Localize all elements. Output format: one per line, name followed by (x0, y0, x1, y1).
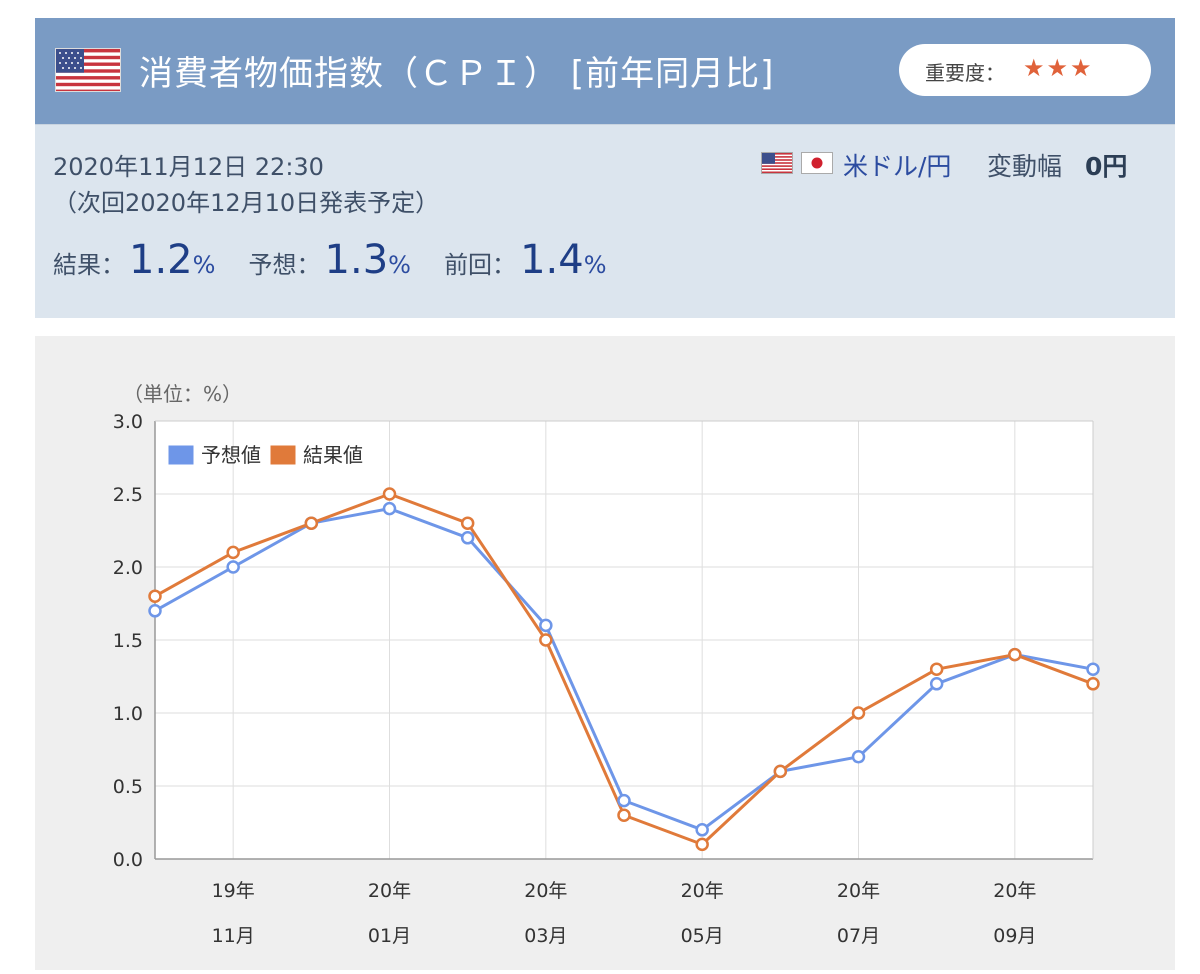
legend-swatch (269, 444, 297, 466)
data-point (695, 837, 709, 852)
data-point (1086, 662, 1100, 676)
cpi-line-chart: 0.0 0.5 1.0 1.5 2.0 2.5 3.0 19年 11月 20年 01月 20年 03月 2… (113, 382, 1100, 947)
release-datetime: 2020年11月12日 22:30 (53, 153, 324, 181)
data-point (929, 677, 944, 691)
data-point (851, 750, 866, 764)
legend-label: 予想値 (201, 443, 261, 467)
importance-label: 重要度： (925, 61, 1005, 85)
y-tick-label: 3.0 (113, 411, 143, 433)
result-stat: 結果： 1.2% (53, 237, 215, 283)
range-value: 0円 (1085, 152, 1128, 181)
y-tick-label: 1.5 (113, 630, 143, 652)
data-point (460, 516, 475, 530)
data-point (382, 487, 397, 501)
data-point (695, 823, 709, 837)
x-tick-year: 20年 (993, 880, 1036, 902)
importance-stars: ★★★ (1023, 54, 1094, 82)
next-release-note: （次回2020年12月10日発表予定） (53, 189, 440, 217)
chart-panel: 0.0 0.5 1.0 1.5 2.0 2.5 3.0 19年 11月 20年 01月 20年 03月 2… (35, 336, 1175, 970)
y-tick-label: 0.5 (113, 776, 143, 798)
data-point (148, 589, 162, 603)
data-point (539, 633, 553, 647)
x-tick-month: 09月 (993, 925, 1036, 947)
legend-swatch (167, 444, 195, 466)
x-tick-month: 11月 (212, 925, 255, 947)
y-tick-label: 2.0 (113, 557, 143, 579)
data-point (382, 501, 397, 516)
previous-stat: 前回： 1.4% (444, 237, 606, 283)
release-info-panel: 2020年11月12日 22:30 （次回2020年12月10日発表予定） 米ド… (35, 124, 1175, 318)
x-tick-month: 07月 (837, 925, 880, 947)
x-tick-year: 20年 (681, 880, 724, 902)
japan-flag-icon (801, 152, 833, 174)
result-value: 1.2 (129, 237, 193, 283)
y-unit-label: （単位：%） (123, 382, 242, 406)
us-flag-icon (761, 152, 793, 174)
stats-row: 結果： 1.2% 予想： 1.3% 前回： 1.4% (53, 237, 635, 283)
data-point (773, 764, 788, 779)
data-point (460, 531, 475, 545)
importance-badge: 重要度： ★★★ (899, 44, 1151, 96)
forecast-label: 予想： (248, 251, 321, 279)
data-point (226, 560, 240, 574)
data-point (617, 793, 631, 808)
data-point (617, 808, 631, 822)
previous-unit: % (583, 251, 607, 279)
us-flag-icon (55, 48, 121, 92)
forecast-value: 1.3 (324, 237, 389, 283)
previous-value: 1.4 (520, 237, 584, 283)
legend-label: 結果値 (303, 443, 363, 467)
x-tick-month: 05月 (681, 925, 724, 947)
data-point (148, 604, 162, 618)
y-tick-label: 1.0 (113, 703, 143, 725)
x-tick-month: 03月 (524, 925, 567, 947)
x-tick-month: 01月 (368, 925, 411, 947)
data-point (226, 545, 240, 560)
previous-label: 前回： (444, 251, 517, 279)
data-point (851, 706, 866, 720)
y-tick-label: 0.0 (113, 849, 143, 871)
data-point (1086, 677, 1100, 691)
data-point (929, 662, 944, 676)
x-tick-year: 20年 (837, 880, 880, 902)
x-tick-year: 20年 (368, 880, 411, 902)
data-point (304, 516, 319, 530)
range-label: 変動幅 (987, 152, 1063, 181)
page-title: 消費者物価指数（ＣＰＩ） [前年同月比] (139, 54, 775, 94)
forecast-unit: % (388, 251, 411, 279)
forecast-stat: 予想： 1.3% (249, 237, 411, 283)
currency-pair-link[interactable]: 米ドル/円 (843, 152, 952, 181)
y-tick-label: 2.5 (113, 484, 143, 506)
result-label: 結果： (53, 251, 125, 279)
x-tick-year: 19年 (212, 880, 255, 902)
indicator-header: 消費者物価指数（ＣＰＩ） [前年同月比] 重要度： ★★★ (35, 18, 1175, 124)
result-unit: % (192, 251, 216, 279)
data-point (539, 618, 553, 633)
data-point (1008, 647, 1022, 662)
x-tick-year: 20年 (524, 880, 567, 902)
